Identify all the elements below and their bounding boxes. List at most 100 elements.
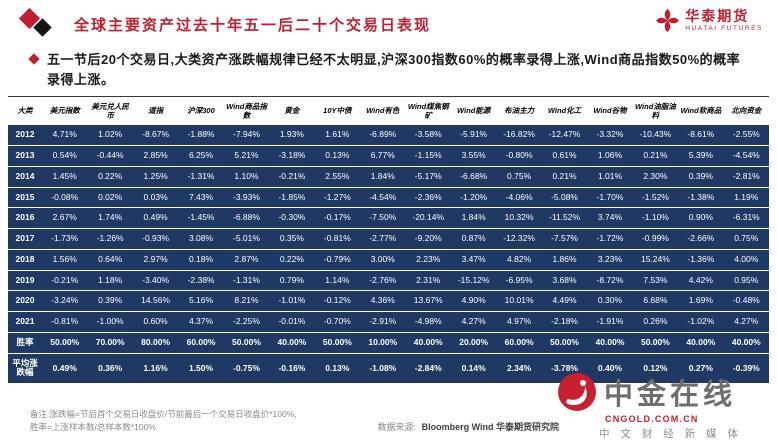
value-cell: 70.00% <box>87 331 133 354</box>
value-cell: -0.39% <box>723 352 769 385</box>
value-cell: 7.53% <box>632 269 679 292</box>
value-cell: -0.44% <box>87 145 133 167</box>
value-cell: -2.66% <box>678 228 724 250</box>
value-cell: -1.36% <box>678 248 724 271</box>
table-body: 2012 4.71% 1.02% -8.67% -1.88% -7.94% 1.93% 1.6… <box>8 124 769 385</box>
value-cell: 0.26% <box>632 311 679 333</box>
value-cell: 0.75% <box>723 228 769 250</box>
value-cell: -6.68% <box>450 165 497 188</box>
value-cell: -4.98% <box>405 311 451 333</box>
table-row: 2018 1.56% 0.64% 2.97% 0.18% 2.87% 0.22% -0.79%… <box>8 248 769 271</box>
value-cell: -12.32% <box>496 228 542 250</box>
table-row: 2012 4.71% 1.02% -8.67% -1.88% -7.94% 1.93% 1.6… <box>8 124 769 147</box>
value-cell: 0.13% <box>314 145 361 167</box>
bullet-diamond-icon <box>28 53 40 65</box>
value-cell: -0.17% <box>314 207 361 230</box>
row-label: 胜率 <box>8 331 42 354</box>
value-cell: 6.25% <box>178 145 224 167</box>
value-cell: -1.02% <box>678 311 724 333</box>
row-label: 2021 <box>8 311 42 333</box>
value-cell: 0.60% <box>132 311 179 333</box>
value-cell: -1.38% <box>678 186 724 209</box>
value-cell: -1.52% <box>632 186 679 209</box>
col-header: Wind煤焦钢矿 <box>405 96 451 125</box>
value-cell: 0.49% <box>132 207 179 230</box>
asset-performance-table: 大类 美元指数 美元兑人民币 道指 沪深300 Wind商品指数 黄金 10Y中债 Wind有色… <box>8 96 769 385</box>
value-cell: 5.39% <box>678 145 724 167</box>
footer-note-line2: 胜率=上涨样本数/总样本数*100% <box>30 422 156 433</box>
value-cell: -15.12% <box>450 269 497 292</box>
value-cell: -0.30% <box>269 207 315 230</box>
data-source: 数据来源: Bloomberg Wind 华泰期货研究院 <box>378 420 559 433</box>
value-cell: -1.85% <box>269 186 315 209</box>
value-cell: -6.89% <box>360 124 406 147</box>
value-cell: -3.93% <box>223 186 270 209</box>
value-cell: 1.84% <box>450 207 497 230</box>
summary-block: 五一节后20个交易日,大类资产涨跌幅规律已经不太明显,沪深300指数60%的概率… <box>28 50 751 90</box>
value-cell: 4.82% <box>496 248 542 271</box>
value-cell: -0.81% <box>314 228 361 250</box>
value-cell: 1.06% <box>587 145 633 167</box>
value-cell: 1.84% <box>360 165 406 188</box>
value-cell: 5.21% <box>223 145 270 167</box>
value-cell: 2.87% <box>223 248 270 271</box>
value-cell: -4.54% <box>723 145 769 167</box>
value-cell: 0.22% <box>87 165 133 188</box>
value-cell: 0.61% <box>541 145 588 167</box>
value-cell: 0.49% <box>42 352 88 385</box>
value-cell: 8.21% <box>223 290 270 313</box>
value-cell: 13.67% <box>405 290 451 313</box>
table-row: 2017 -1.73% -1.26% -0.93% 3.08% -5.01% 0.35% -0… <box>8 228 769 250</box>
cngold-tagline: 中 文 财 经 新 媒 体 <box>599 428 743 440</box>
value-cell: -1.00% <box>87 311 133 333</box>
value-cell: 0.14% <box>450 352 497 385</box>
value-cell: 3.55% <box>450 145 497 167</box>
decor-diamonds <box>14 7 60 40</box>
value-cell: 3.08% <box>178 228 224 250</box>
value-cell: 0.39% <box>87 290 133 313</box>
value-cell: -3.32% <box>587 124 633 147</box>
col-header: Wind化工 <box>541 96 588 125</box>
col-header: Wind油脂油料 <box>632 96 679 125</box>
value-cell: 4.27% <box>450 311 497 333</box>
value-cell: -2.84% <box>405 352 451 385</box>
value-cell: -0.21% <box>42 269 88 292</box>
value-cell: -1.26% <box>87 228 133 250</box>
value-cell: -10.43% <box>632 124 679 147</box>
value-cell: 80.00% <box>132 331 179 354</box>
value-cell: -0.01% <box>269 311 315 333</box>
row-label: 2015 <box>8 186 42 209</box>
value-cell: -6.95% <box>496 269 542 292</box>
report-header: 全球主要资产过去十年五一后二十个交易日表现 华泰期货 HUATAI FUTURE… <box>0 0 777 40</box>
value-cell: 1.74% <box>87 207 133 230</box>
value-cell: -2.91% <box>360 311 406 333</box>
value-cell: 4.90% <box>450 290 497 313</box>
value-cell: 0.18% <box>178 248 224 271</box>
value-cell: -5.91% <box>450 124 497 147</box>
table-row: 2015 -0.08% 0.02% 0.03% 7.43% -3.93% -1.85% -1.… <box>8 186 769 209</box>
value-cell: 1.25% <box>132 165 179 188</box>
value-cell: 0.79% <box>269 269 315 292</box>
value-cell: -20.14% <box>405 207 451 230</box>
table-row: 2019 -0.21% 1.18% -3.40% -2.38% -1.31% 0.79% 1.… <box>8 269 769 292</box>
value-cell: 0.13% <box>314 352 361 385</box>
value-cell: -1.45% <box>178 207 224 230</box>
value-cell: -1.91% <box>587 311 633 333</box>
value-cell: -2.55% <box>723 124 769 147</box>
value-cell: 0.21% <box>632 145 679 167</box>
value-cell: -3.18% <box>269 145 315 167</box>
value-cell: 0.87% <box>450 228 497 250</box>
value-cell: 1.50% <box>178 352 224 385</box>
col-header: 布油主力 <box>496 96 542 125</box>
value-cell: 1.56% <box>42 248 88 271</box>
value-cell: 1.02% <box>87 124 133 147</box>
row-label: 2020 <box>8 290 42 313</box>
value-cell: 2.23% <box>405 248 451 271</box>
value-cell: 0.40% <box>587 352 633 385</box>
value-cell: 2.97% <box>132 248 179 271</box>
value-cell: 0.30% <box>587 290 633 313</box>
row-label: 2012 <box>8 124 42 147</box>
value-cell: 4.42% <box>678 269 724 292</box>
value-cell: 3.00% <box>360 248 406 271</box>
